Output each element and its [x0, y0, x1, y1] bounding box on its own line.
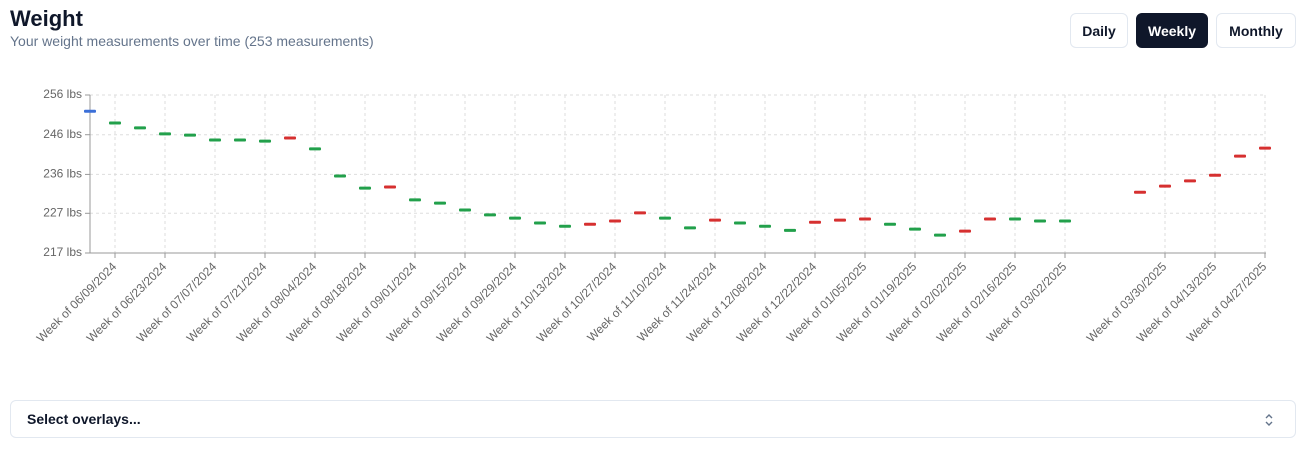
weight-marker: [534, 221, 546, 225]
weight-marker: [309, 147, 321, 151]
weight-marker: [84, 109, 96, 113]
weight-marker: [859, 217, 871, 221]
weight-marker: [1034, 219, 1046, 223]
weight-marker: [634, 211, 646, 215]
weight-marker: [1134, 190, 1146, 194]
weight-marker: [709, 218, 721, 222]
weight-marker: [109, 121, 121, 125]
weight-marker: [609, 219, 621, 223]
weight-marker: [784, 228, 796, 232]
weight-marker: [909, 227, 921, 231]
weight-marker: [184, 133, 196, 137]
weight-marker: [1209, 173, 1221, 177]
weight-marker: [359, 186, 371, 190]
period-button[interactable]: Weekly: [1136, 13, 1208, 48]
weight-marker: [134, 126, 146, 130]
weight-marker: [1009, 217, 1021, 221]
weight-marker: [1159, 184, 1171, 188]
weight-marker: [584, 222, 596, 226]
weight-marker: [434, 201, 446, 205]
weight-marker: [484, 213, 496, 217]
weight-marker: [209, 138, 221, 142]
weight-marker: [1184, 179, 1196, 183]
weight-marker: [984, 217, 996, 221]
weight-marker: [934, 233, 946, 237]
overlay-select[interactable]: Select overlays...: [10, 400, 1296, 438]
weight-marker: [1259, 146, 1271, 150]
weight-marker: [684, 226, 696, 230]
weight-marker: [334, 174, 346, 178]
chart: 217 lbs 227 lbs 236 lbs 246 lbs 256 lbs Week …: [34, 87, 1271, 345]
weight-marker: [884, 222, 896, 226]
weight-marker: [959, 229, 971, 233]
weight-marker: [809, 220, 821, 224]
weight-marker: [409, 198, 421, 202]
weight-marker: [1059, 219, 1071, 223]
overlay-placeholder: Select overlays...: [27, 411, 141, 427]
weight-marker: [234, 138, 246, 142]
weight-marker: [759, 224, 771, 228]
page-subtitle: Your weight measurements over time (253 …: [10, 33, 374, 49]
x-tick-label: Week of 03/30/2025: [1084, 259, 1170, 345]
weight-marker: [259, 139, 271, 143]
weight-marker: [559, 224, 571, 228]
weight-marker: [834, 218, 846, 222]
weight-marker: [509, 216, 521, 220]
page-title: Weight: [10, 6, 83, 31]
y-tick-label: 217 lbs: [43, 245, 82, 259]
weight-marker: [659, 216, 671, 220]
y-tick-label: 246 lbs: [43, 127, 82, 141]
weight-marker: [159, 132, 171, 136]
y-tick-label: 236 lbs: [43, 167, 82, 181]
weight-marker: [734, 221, 746, 225]
chevron-icon: [1265, 414, 1273, 426]
weight-marker: [459, 208, 471, 212]
x-tick-label: Week of 06/09/2024: [34, 259, 120, 345]
y-tick-label: 256 lbs: [43, 87, 82, 101]
period-button[interactable]: Monthly: [1216, 13, 1296, 48]
weight-marker: [284, 136, 296, 140]
weight-marker: [1234, 154, 1246, 158]
y-tick-label: 227 lbs: [43, 205, 82, 219]
weight-marker: [384, 185, 396, 189]
period-button[interactable]: Daily: [1070, 13, 1128, 48]
